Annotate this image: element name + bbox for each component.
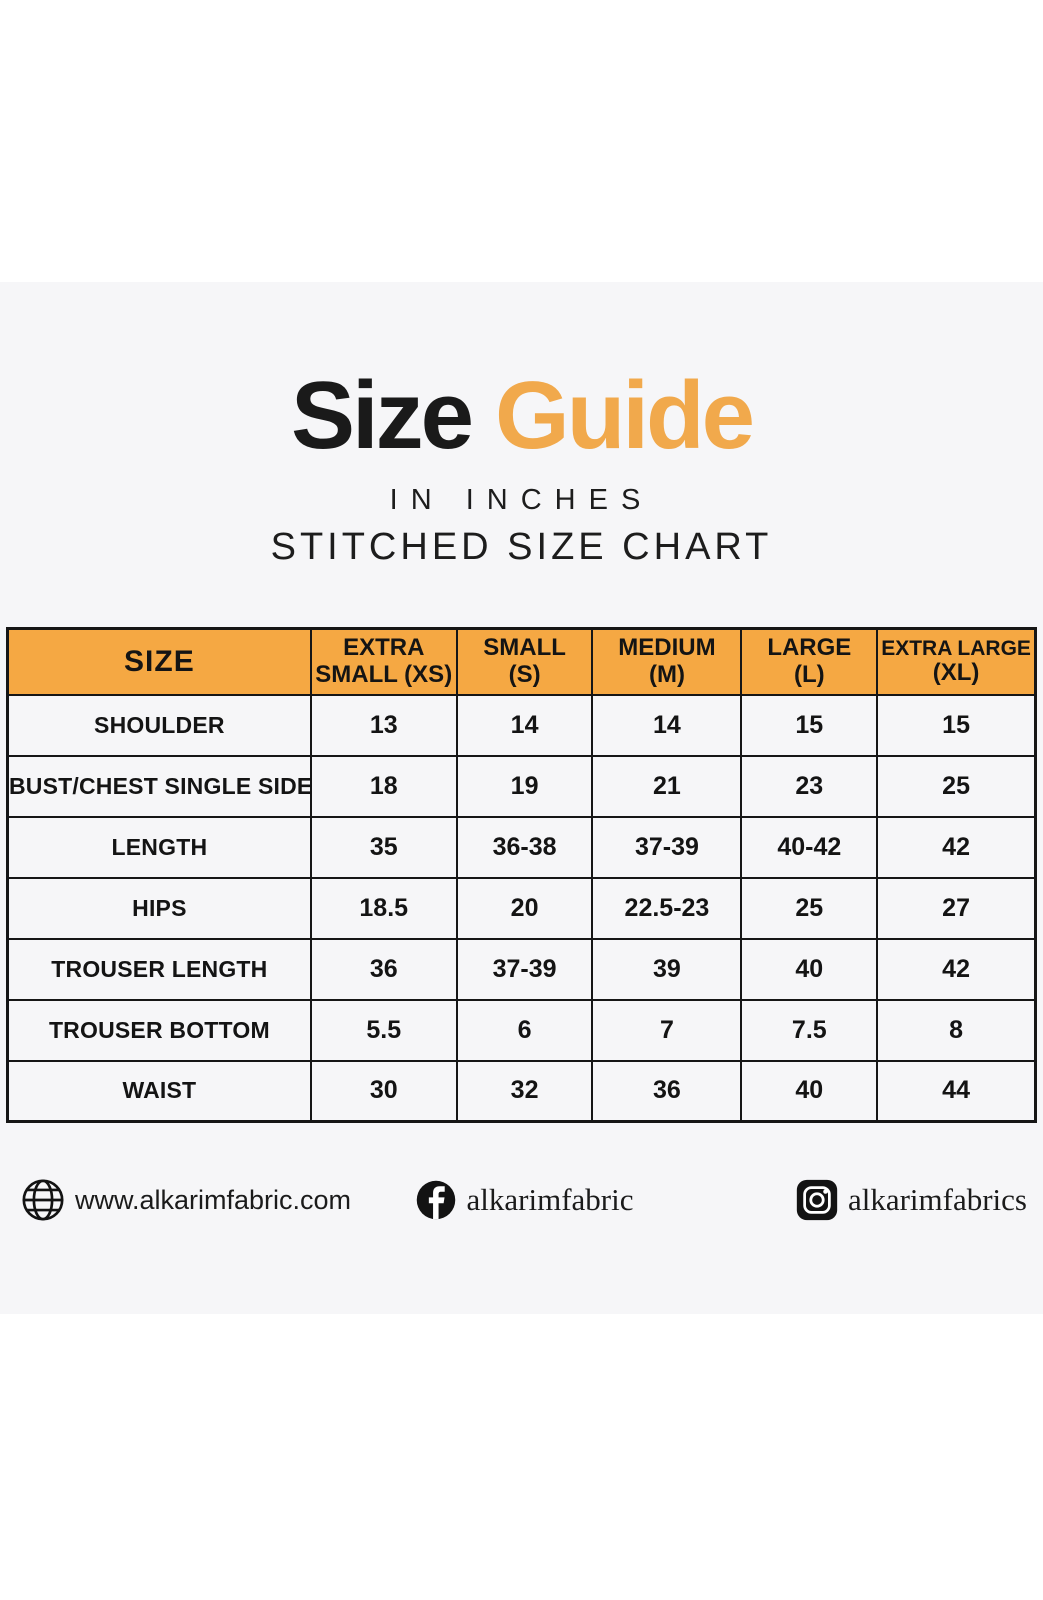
column-header-small: SMALL (S) (455, 627, 594, 696)
row-label: WAIST (6, 1059, 312, 1123)
cell-value: 44 (876, 1059, 1037, 1123)
row-label: TROUSER LENGTH (6, 937, 312, 1001)
cell-value: 15 (876, 693, 1037, 757)
cell-value: 14 (455, 693, 594, 757)
table-row-hips: HIPS 18.5 20 22.5-23 25 27 (6, 876, 1037, 940)
title-word-size: Size (290, 362, 474, 469)
table-row-trouser-length: TROUSER LENGTH 36 37-39 39 40 42 (6, 937, 1037, 1001)
header-line: (L) (793, 660, 825, 688)
column-header-size: SIZE (6, 627, 312, 696)
header-row: SIZE EXTRA SMALL (XS) SMALL (S) MEDIUM (… (6, 627, 1037, 696)
header-line: EXTRA LARGE (881, 636, 1031, 660)
cell-value: 42 (876, 815, 1037, 879)
header-line: SIZE (124, 644, 195, 678)
header-line: SMALL (XS) (315, 660, 453, 688)
cell-value: 40 (740, 1059, 879, 1123)
cell-value: 36 (591, 1059, 743, 1123)
cell-value: 15 (740, 693, 879, 757)
header-line: (XL) (932, 659, 980, 687)
globe-icon (20, 1177, 66, 1223)
table-row-shoulder: SHOULDER 13 14 14 15 15 (6, 693, 1037, 757)
facebook-icon (414, 1178, 458, 1222)
cell-value: 18.5 (309, 876, 458, 940)
column-header-extra-large: EXTRA LARGE (XL) (876, 627, 1037, 696)
header-line: SMALL (483, 633, 566, 661)
column-header-large: LARGE (L) (740, 627, 879, 696)
cell-value: 37-39 (591, 815, 743, 879)
page-title: Size Guide (0, 368, 1043, 464)
cell-value: 21 (591, 754, 743, 818)
facebook-handle: alkarimfabric (466, 1182, 634, 1217)
subtitle-stitched-size-chart: STITCHED SIZE CHART (270, 526, 773, 568)
cell-value: 39 (591, 937, 743, 1001)
website-contact: www.alkarimfabric.com (20, 1177, 414, 1223)
table-row-trouser-bottom: TROUSER BOTTOM 5.5 6 7 7.5 8 (6, 998, 1037, 1062)
header-line: EXTRA (343, 633, 425, 661)
header-line: (M) (648, 660, 685, 688)
cell-value: 25 (740, 876, 879, 940)
cell-value: 42 (876, 937, 1037, 1001)
cell-value: 13 (309, 693, 458, 757)
subtitle-in-inches: IN INCHES (389, 484, 654, 516)
row-label: SHOULDER (6, 693, 312, 757)
row-label: LENGTH (6, 815, 312, 879)
title-word-guide: Guide (495, 362, 755, 469)
table-row-waist: WAIST 30 32 36 40 44 (6, 1059, 1037, 1123)
cell-value: 7.5 (740, 998, 879, 1062)
cell-value: 8 (876, 998, 1037, 1062)
cell-value: 35 (309, 815, 458, 879)
cell-value: 23 (740, 754, 879, 818)
cell-value: 37-39 (455, 937, 594, 1001)
header-line: LARGE (767, 633, 852, 661)
cell-value: 36 (309, 937, 458, 1001)
cell-value: 32 (455, 1059, 594, 1123)
cell-value: 27 (876, 876, 1037, 940)
size-chart-table: SIZE EXTRA SMALL (XS) SMALL (S) MEDIUM (… (6, 627, 1037, 1123)
cell-value: 30 (309, 1059, 458, 1123)
cell-value: 19 (455, 754, 594, 818)
header-line: (S) (508, 660, 541, 688)
cell-value: 22.5-23 (591, 876, 743, 940)
instagram-icon (795, 1178, 839, 1222)
website-url: www.alkarimfabric.com (75, 1184, 352, 1215)
row-label: BUST/CHEST SINGLE SIDE (6, 754, 312, 818)
footer: www.alkarimfabric.com alkarimfabric alka… (0, 1168, 1043, 1232)
row-label: HIPS (6, 876, 312, 940)
column-header-extra-small: EXTRA SMALL (XS) (309, 627, 458, 696)
instagram-handle: alkarimfabrics (847, 1182, 1027, 1217)
instagram-contact: alkarimfabrics (795, 1178, 1027, 1222)
cell-value: 20 (455, 876, 594, 940)
row-label: TROUSER BOTTOM (6, 998, 312, 1062)
cell-value: 40 (740, 937, 879, 1001)
cell-value: 7 (591, 998, 743, 1062)
header-line: MEDIUM (618, 633, 716, 661)
cell-value: 18 (309, 754, 458, 818)
table-row-length: LENGTH 35 36-38 37-39 40-42 42 (6, 815, 1037, 879)
cell-value: 5.5 (309, 998, 458, 1062)
cell-value: 36-38 (455, 815, 594, 879)
cell-value: 14 (591, 693, 743, 757)
content-band: Size Guide IN INCHES STITCHED SIZE CHART … (0, 282, 1043, 1314)
cell-value: 40-42 (740, 815, 879, 879)
column-header-medium: MEDIUM (M) (591, 627, 743, 696)
table-row-bust-chest: BUST/CHEST SINGLE SIDE 18 19 21 23 25 (6, 754, 1037, 818)
facebook-contact: alkarimfabric (414, 1178, 634, 1222)
cell-value: 25 (876, 754, 1037, 818)
cell-value: 6 (455, 998, 594, 1062)
